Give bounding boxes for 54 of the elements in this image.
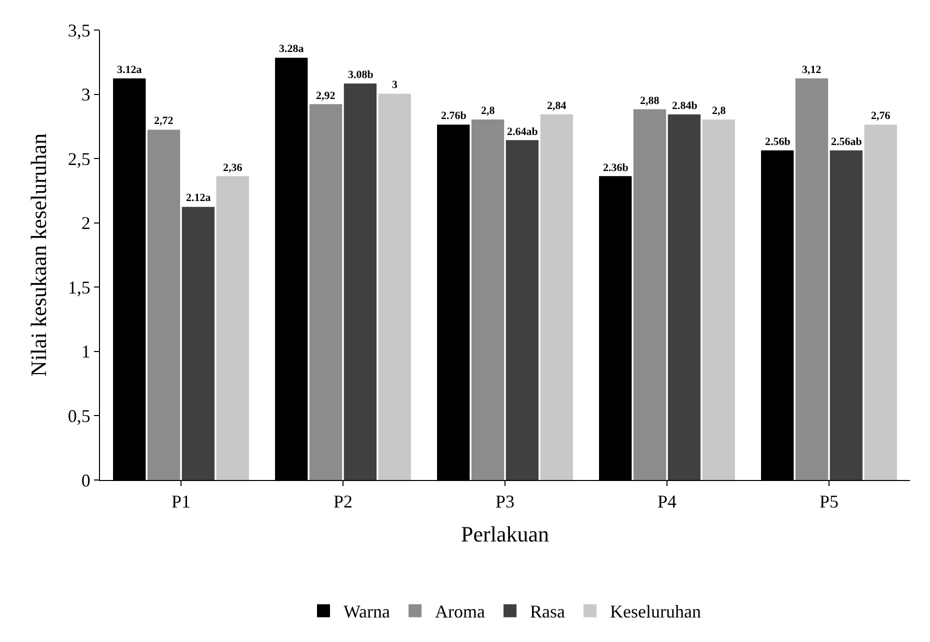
legend-label: Keseluruhan	[610, 602, 701, 622]
x-tick-label: P3	[495, 492, 515, 512]
data-label: 2,92	[316, 90, 336, 102]
x-axis-title: Perlakuan	[461, 522, 549, 546]
data-label: 2,8	[481, 105, 496, 117]
x-tick-label: P2	[333, 492, 353, 512]
data-label: 2,72	[154, 115, 174, 127]
bar	[633, 109, 666, 480]
bar	[471, 120, 504, 480]
data-label: 2.64ab	[507, 126, 538, 138]
x-tick-label: P4	[657, 492, 677, 512]
data-label: 2,84	[547, 100, 567, 112]
data-label: 3.28a	[279, 43, 304, 55]
y-tick-label: 2,5	[68, 148, 90, 169]
y-tick-label: 1,5	[68, 277, 90, 298]
bar	[830, 150, 863, 480]
bar	[344, 84, 377, 480]
bar	[506, 140, 539, 480]
data-label: 3.08b	[348, 69, 374, 81]
data-label: 2.36b	[603, 162, 628, 174]
bar	[702, 120, 735, 480]
bar	[147, 130, 180, 480]
x-tick-label: P1	[171, 492, 191, 512]
bar	[540, 114, 573, 480]
bar	[182, 206, 215, 480]
data-label: 2.76b	[441, 110, 466, 122]
data-label: 2.12a	[186, 192, 212, 204]
data-label: 3	[392, 79, 398, 91]
data-label: 2,88	[640, 95, 660, 107]
data-label: 2,36	[223, 162, 243, 174]
y-tick-label: 1	[81, 342, 90, 362]
bar	[668, 114, 701, 480]
legend-label: Warna	[344, 602, 390, 622]
bar	[216, 176, 249, 480]
data-label: 3,12	[802, 64, 822, 76]
data-label: 2,76	[871, 110, 891, 122]
x-tick-label: P5	[819, 492, 839, 512]
data-label: 3.12a	[117, 64, 142, 76]
data-label: 2,8	[712, 105, 726, 117]
data-label: 2.56ab	[831, 136, 862, 148]
data-label: 2.84b	[672, 100, 698, 112]
y-tick-label: 0	[81, 470, 90, 490]
bar	[864, 124, 897, 480]
y-tick-label: 3,5	[68, 20, 90, 40]
bar	[795, 78, 828, 480]
y-tick-label: 3	[81, 84, 90, 105]
legend-label: Rasa	[530, 602, 566, 622]
y-axis-title: Nilai kesukaan keseluruhan	[26, 133, 51, 377]
y-tick-label: 0,5	[68, 406, 90, 426]
bar	[378, 94, 411, 480]
y-tick-label: 2	[81, 213, 90, 234]
legend-label: Aroma	[435, 602, 486, 622]
data-label: 2.56b	[765, 136, 790, 148]
bar	[309, 104, 342, 480]
